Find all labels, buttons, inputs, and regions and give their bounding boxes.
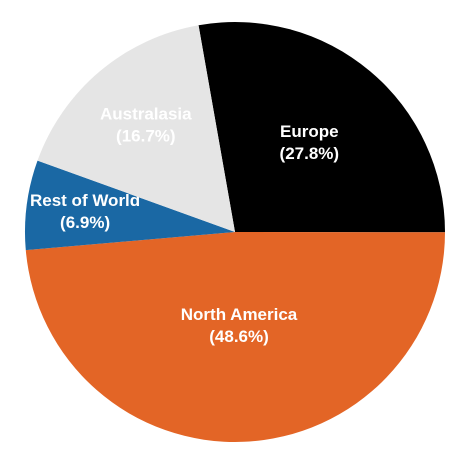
pie-slice (25, 160, 235, 251)
pie-slice (25, 232, 445, 443)
slice-label: Europe (280, 122, 339, 141)
pie-slice (198, 22, 445, 233)
slice-label: Australasia (100, 104, 192, 123)
slice-label: Rest of World (30, 191, 140, 210)
slice-value-label: (6.9%) (60, 213, 110, 232)
slice-label: North America (181, 305, 298, 324)
pie-slice (37, 25, 235, 233)
slice-value-label: (16.7%) (116, 126, 176, 145)
slice-value-label: (48.6%) (209, 327, 269, 346)
slice-value-label: (27.8%) (280, 144, 340, 163)
